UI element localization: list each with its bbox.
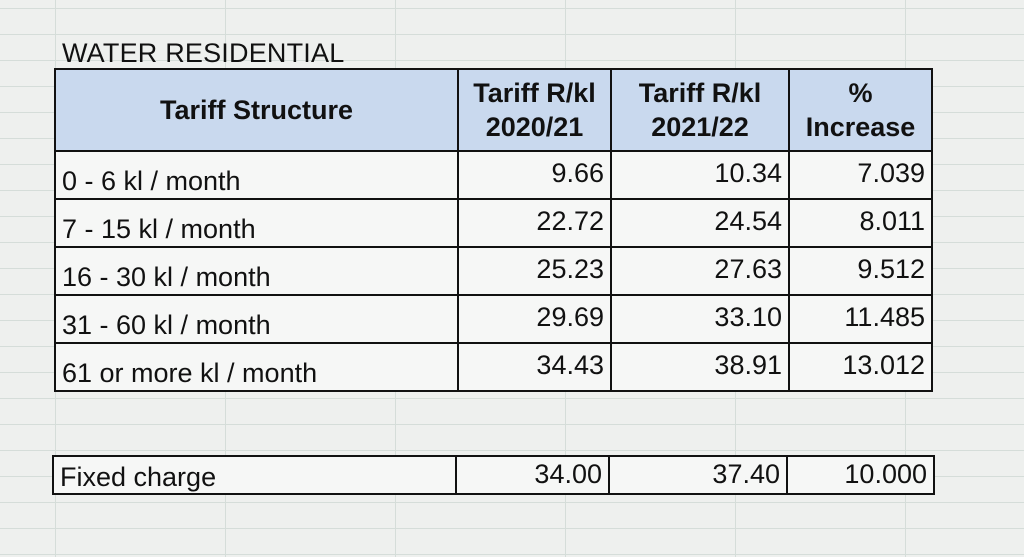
- header-line: Increase: [805, 112, 916, 142]
- cell-tariff-2021-22[interactable]: 27.63: [610, 246, 790, 296]
- fixed-charge-row: Fixed charge 34.00 37.40 10.000: [52, 455, 935, 495]
- header-line: 2021/22: [651, 112, 749, 142]
- header-tariff-2021-22[interactable]: Tariff R/kl 2021/22: [610, 68, 790, 152]
- cell-tariff-band[interactable]: 7 - 15 kl / month: [54, 198, 459, 248]
- header-line: %: [848, 78, 873, 108]
- cell-fixed-2021-22[interactable]: 37.40: [608, 455, 788, 495]
- cell-tariff-2021-22[interactable]: 10.34: [610, 150, 790, 200]
- cell-tariff-2021-22[interactable]: 38.91: [610, 342, 790, 392]
- cell-percent-increase[interactable]: 9.512: [788, 246, 933, 296]
- cell-tariff-2020-21[interactable]: 34.43: [457, 342, 612, 392]
- header-tariff-2020-21[interactable]: Tariff R/kl 2020/21: [457, 68, 612, 152]
- cell-tariff-band[interactable]: 0 - 6 kl / month: [54, 150, 459, 200]
- cell-tariff-2020-21[interactable]: 22.72: [457, 198, 612, 248]
- cell-fixed-2020-21[interactable]: 34.00: [455, 455, 610, 495]
- table-row: 0 - 6 kl / month 9.66 10.34 7.039: [54, 150, 933, 200]
- sheet-title: WATER RESIDENTIAL: [62, 38, 345, 68]
- cell-tariff-2020-21[interactable]: 29.69: [457, 294, 612, 344]
- header-line: 2020/21: [485, 112, 584, 142]
- header-tariff-structure[interactable]: Tariff Structure: [54, 68, 459, 152]
- header-row: Tariff Structure Tariff R/kl 2020/21 Tar…: [54, 68, 933, 152]
- cell-tariff-band[interactable]: 31 - 60 kl / month: [54, 294, 459, 344]
- header-line: Tariff R/kl: [638, 78, 762, 108]
- cell-percent-increase[interactable]: 7.039: [788, 150, 933, 200]
- cell-tariff-2021-22[interactable]: 33.10: [610, 294, 790, 344]
- cell-tariff-band[interactable]: 16 - 30 kl / month: [54, 246, 459, 296]
- cell-tariff-2020-21[interactable]: 25.23: [457, 246, 612, 296]
- fixed-charge-table: Fixed charge 34.00 37.40 10.000: [52, 455, 935, 495]
- cell-tariff-band[interactable]: 61 or more kl / month: [54, 342, 459, 392]
- cell-tariff-2021-22[interactable]: 24.54: [610, 198, 790, 248]
- table-row: 16 - 30 kl / month 25.23 27.63 9.512: [54, 246, 933, 296]
- table-row: 31 - 60 kl / month 29.69 33.10 11.485: [54, 294, 933, 344]
- cell-fixed-charge-label[interactable]: Fixed charge: [52, 455, 457, 495]
- cell-tariff-2020-21[interactable]: 9.66: [457, 150, 612, 200]
- cell-fixed-increase[interactable]: 10.000: [786, 455, 935, 495]
- cell-percent-increase[interactable]: 8.011: [788, 198, 933, 248]
- cell-percent-increase[interactable]: 13.012: [788, 342, 933, 392]
- tariff-table: Tariff Structure Tariff R/kl 2020/21 Tar…: [54, 68, 933, 392]
- table-row: 61 or more kl / month 34.43 38.91 13.012: [54, 342, 933, 392]
- cell-percent-increase[interactable]: 11.485: [788, 294, 933, 344]
- header-percent-increase[interactable]: % Increase: [788, 68, 933, 152]
- header-line: Tariff R/kl: [473, 78, 596, 108]
- table-row: 7 - 15 kl / month 22.72 24.54 8.011: [54, 198, 933, 248]
